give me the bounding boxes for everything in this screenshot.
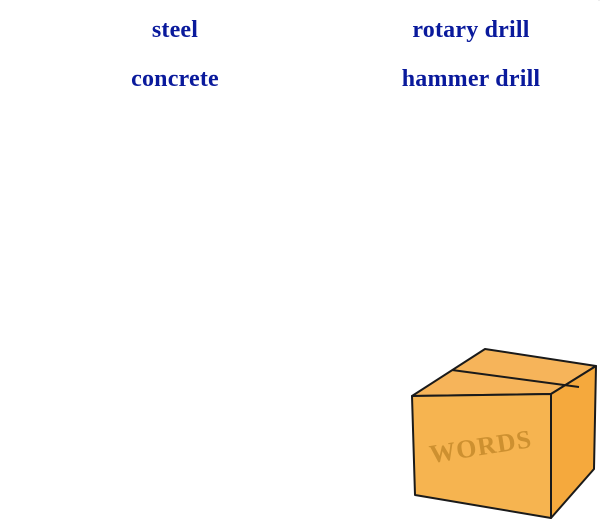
word-hammer-drill[interactable]: hammer drill — [401, 66, 541, 92]
word-rotary-drill[interactable]: rotary drill — [412, 17, 530, 43]
word-steel[interactable]: steel — [151, 17, 199, 43]
words-box-drop-target[interactable]: WORDS — [408, 345, 602, 529]
corner-mark: · — [598, 0, 600, 4]
box-side-face — [550, 365, 597, 519]
cardboard-box-icon: WORDS — [411, 348, 597, 519]
box-tape-seam — [451, 369, 580, 388]
word-concrete[interactable]: concrete — [131, 66, 219, 92]
